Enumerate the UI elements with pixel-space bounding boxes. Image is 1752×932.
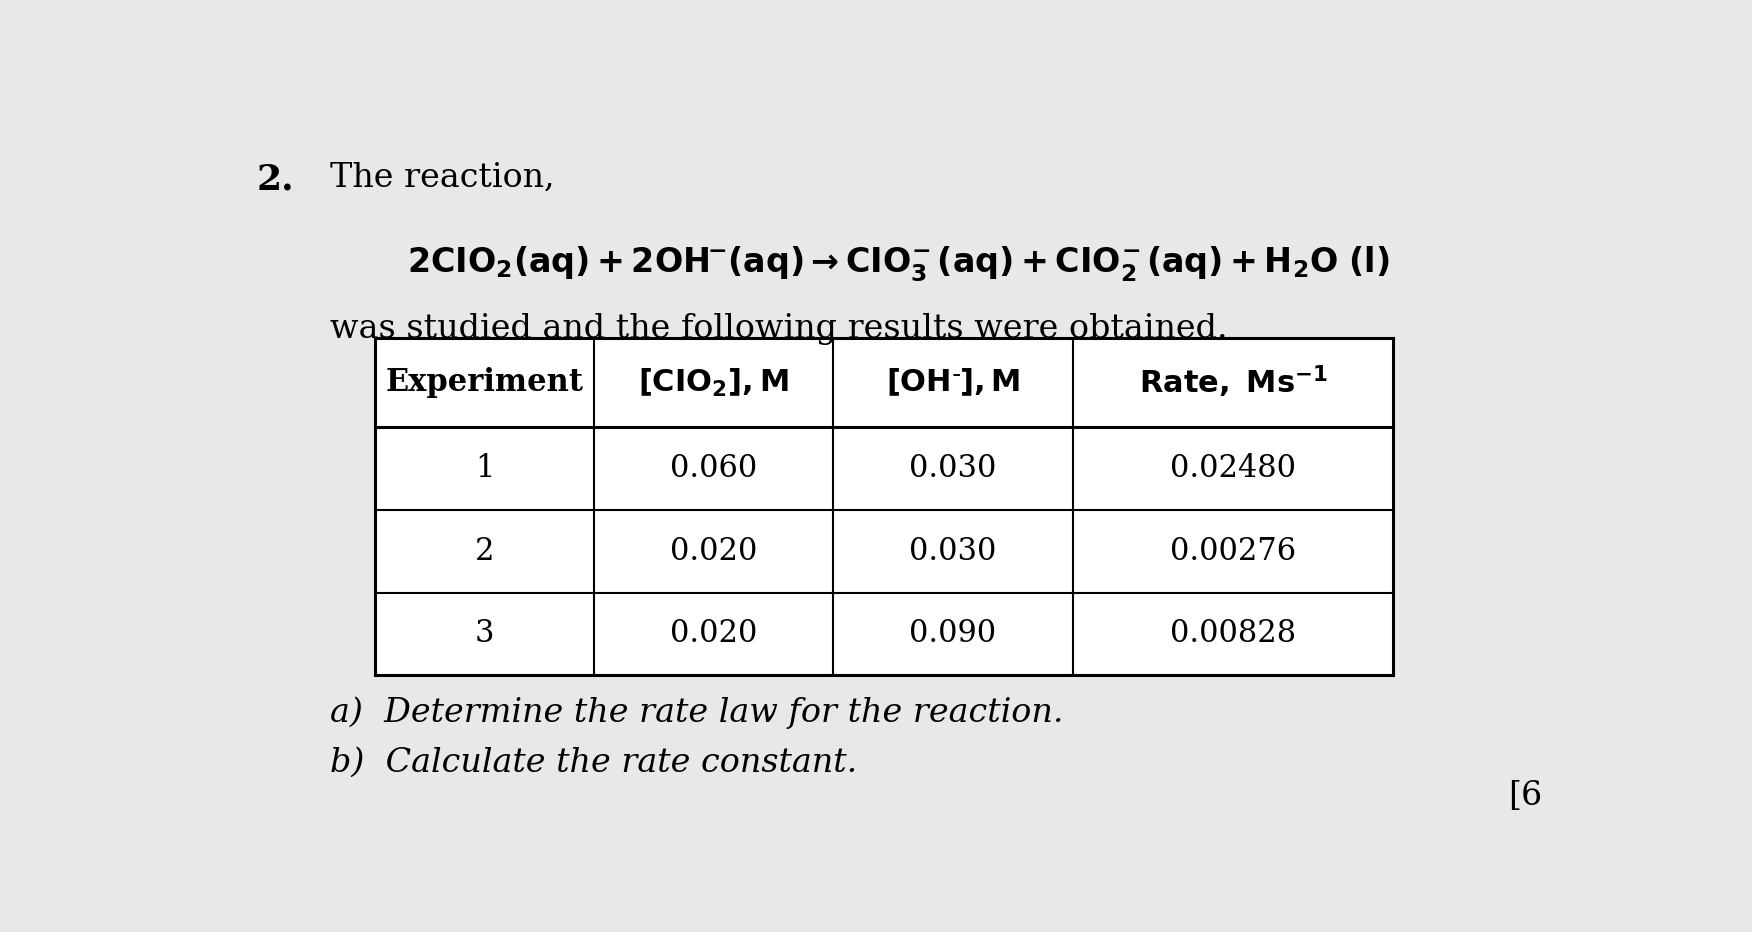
Text: b)  Calculate the rate constant.: b) Calculate the rate constant. xyxy=(331,747,857,779)
Text: 0.00276: 0.00276 xyxy=(1170,536,1296,567)
Text: 2.: 2. xyxy=(258,162,294,196)
Text: Experiment: Experiment xyxy=(385,367,583,398)
Text: The reaction,: The reaction, xyxy=(331,162,555,194)
Text: a)  Determine the rate law for the reaction.: a) Determine the rate law for the reacti… xyxy=(331,697,1063,730)
Text: $\mathbf{[OH^{\bar{\ }}], M}$: $\mathbf{[OH^{\bar{\ }}], M}$ xyxy=(887,367,1020,398)
Text: 0.090: 0.090 xyxy=(909,618,997,650)
Text: $\mathbf{Rate,\ Ms^{-1}}$: $\mathbf{Rate,\ Ms^{-1}}$ xyxy=(1139,364,1328,401)
Text: 3: 3 xyxy=(475,618,494,650)
Text: 0.00828: 0.00828 xyxy=(1170,618,1296,650)
Text: 0.020: 0.020 xyxy=(669,536,757,567)
Text: 0.030: 0.030 xyxy=(909,536,997,567)
Text: 2: 2 xyxy=(475,536,494,567)
Text: 0.060: 0.060 xyxy=(669,453,757,484)
Text: was studied and the following results were obtained.: was studied and the following results we… xyxy=(331,313,1228,345)
Text: 0.02480: 0.02480 xyxy=(1170,453,1296,484)
Text: 0.030: 0.030 xyxy=(909,453,997,484)
Text: [6: [6 xyxy=(1508,779,1544,812)
Text: 1: 1 xyxy=(475,453,494,484)
Text: $\mathbf{[CIO_2], M}$: $\mathbf{[CIO_2], M}$ xyxy=(638,366,788,399)
Text: 0.020: 0.020 xyxy=(669,618,757,650)
Text: $\mathbf{2CIO_2(aq) + 2OH^{\!\!-}\!(aq) \rightarrow CIO_3^{\!-}(aq) + CIO_2^{\!-: $\mathbf{2CIO_2(aq) + 2OH^{\!\!-}\!(aq) … xyxy=(406,244,1389,284)
